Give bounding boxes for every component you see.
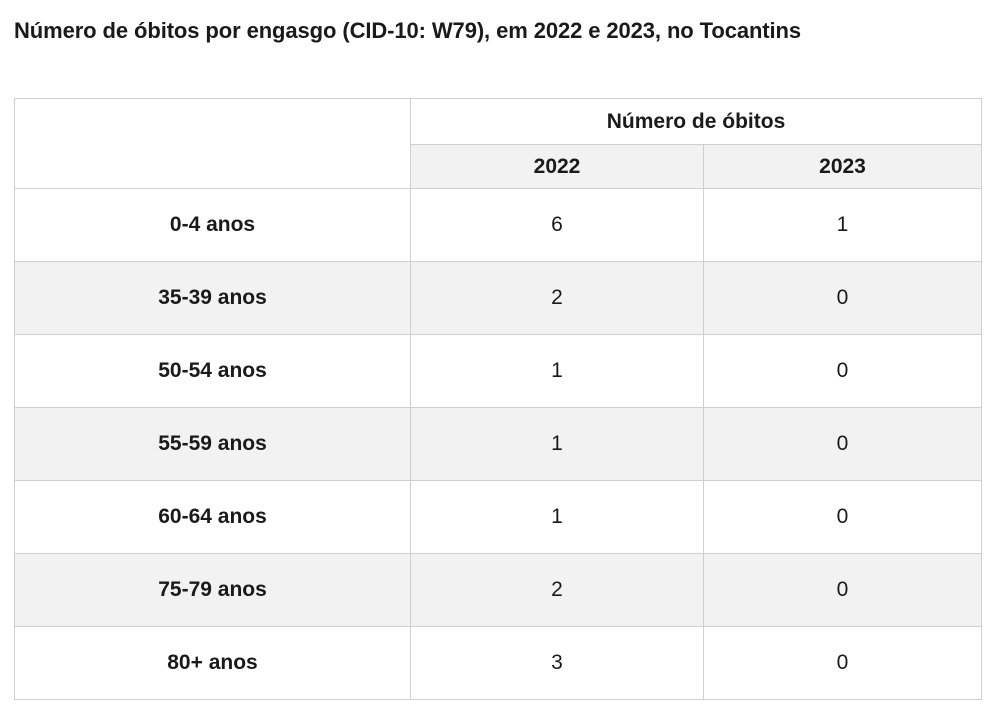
value-cell-2023: 0 <box>702 261 983 335</box>
value-cell-2022: 6 <box>410 188 704 262</box>
row-label-cell: 50-54 anos <box>14 334 411 408</box>
value-cell-2022: 1 <box>410 334 704 408</box>
table-row: 60-64 anos 1 0 <box>14 480 983 554</box>
page-title: Número de óbitos por engasgo (CID-10: W7… <box>14 18 802 43</box>
table-row: 50-54 anos 1 0 <box>14 334 983 408</box>
value-cell-2022: 2 <box>410 261 704 335</box>
table-header: Número de óbitos 2022 2023 <box>14 98 983 189</box>
value-cell-2023: 0 <box>702 553 983 627</box>
row-label-cell: 35-39 anos <box>14 261 411 335</box>
column-group-header: Número de óbitos <box>409 98 983 145</box>
value-cell-2023: 0 <box>702 626 983 700</box>
value-cell-2023: 0 <box>702 480 983 554</box>
table-row: 0-4 anos 6 1 <box>14 188 983 262</box>
header-corner-cell <box>14 98 411 189</box>
value-cell-2023: 1 <box>702 188 983 262</box>
table-row: 55-59 anos 1 0 <box>14 407 983 481</box>
table-row: 35-39 anos 2 0 <box>14 261 983 335</box>
table-body: 0-4 anos 6 1 35-39 anos 2 0 50-54 anos 1 0 55-59 … <box>14 188 983 700</box>
data-table: Número de óbitos 2022 2023 0-4 anos 6 1 35-… <box>14 98 983 700</box>
value-cell-2023: 0 <box>702 407 983 481</box>
value-cell-2022: 1 <box>410 407 704 481</box>
value-cell-2023: 0 <box>702 334 983 408</box>
row-label-cell: 60-64 anos <box>14 480 411 554</box>
value-cell-2022: 1 <box>410 480 704 554</box>
value-cell-2022: 2 <box>410 553 704 627</box>
row-label-cell: 0-4 anos <box>14 188 411 262</box>
header-row-years: 2022 2023 <box>14 144 983 189</box>
table-row: 80+ anos 3 0 <box>14 626 983 700</box>
column-header-2023: 2023 <box>702 144 983 189</box>
row-label-cell: 55-59 anos <box>14 407 411 481</box>
row-label-cell: 80+ anos <box>14 626 411 700</box>
header-row-group: Número de óbitos <box>14 98 983 189</box>
row-label-cell: 75-79 anos <box>14 553 411 627</box>
column-header-2022: 2022 <box>410 144 704 189</box>
table-row: 75-79 anos 2 0 <box>14 553 983 627</box>
value-cell-2022: 3 <box>410 626 704 700</box>
